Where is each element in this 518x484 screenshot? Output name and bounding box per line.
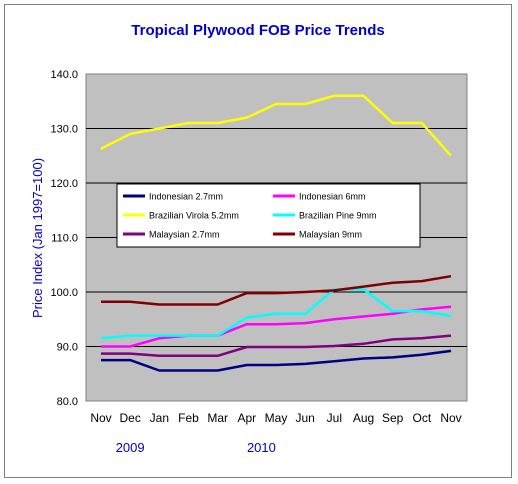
series-group (100, 94, 452, 372)
legend: Indonesian 2.7mm Indonesian 6mm Brazilian … (116, 183, 421, 248)
x-tick-label: Apr (237, 411, 256, 425)
x-tick-label: Nov (90, 411, 111, 425)
legend-box (116, 183, 421, 248)
y-tick-label: 100.0 (50, 287, 78, 299)
x-tick-label: Jun (295, 411, 314, 425)
legend-label: Malaysian 9mm (299, 230, 362, 240)
x-tick-label: Jan (150, 411, 169, 425)
x-tick-label: Mar (207, 411, 228, 425)
year-label: 2009 (116, 440, 145, 455)
series-line (100, 94, 452, 157)
legend-label: Brazilian Pine 9mm (299, 211, 377, 221)
chart-title: Tropical Plywood FOB Price Trends (131, 22, 384, 39)
y-tick-label: 80.0 (57, 396, 78, 408)
x-tick-label: Jul (327, 411, 342, 425)
x-tick-label: Feb (178, 411, 199, 425)
x-tick-label: Nov (440, 411, 461, 425)
x-tick-label: Aug (353, 411, 374, 425)
series-line (101, 305, 452, 348)
legend-label: Brazilian Virola 5.2mm (149, 211, 239, 221)
y-tick-label: 110.0 (51, 233, 78, 245)
x-tick-label: May (265, 411, 288, 425)
legend-label: Indonesian 6mm (299, 192, 366, 202)
x-tick-label: Oct (412, 411, 431, 425)
series-line (100, 288, 452, 340)
x-axis-ticks: Nov Dec Jan Feb Mar Apr May Jun Jul Aug Sep Oct Nov (90, 411, 461, 425)
x-tick-label: Sep (382, 411, 404, 425)
year-labels: 2009 2010 (116, 440, 276, 455)
y-tick-label: 130.0 (50, 124, 78, 136)
y-tick-label: 120.0 (50, 178, 78, 190)
y-axis-ticks: 80.0 90.0 100.0 110.0 120.0 130.0 140.0 (50, 69, 78, 408)
y-axis-label: Price Index (Jan 1997=100) (30, 158, 45, 318)
x-tick-label: Dec (119, 411, 140, 425)
series-line (101, 334, 452, 358)
legend-label: Indonesian 2.7mm (149, 192, 223, 202)
series-line (101, 349, 452, 372)
y-tick-label: 90.0 (57, 342, 78, 354)
y-tick-label: 140.0 (50, 69, 78, 81)
year-label: 2010 (247, 440, 276, 455)
legend-label: Malaysian 2.7mm (149, 230, 220, 240)
series-line (101, 274, 452, 306)
